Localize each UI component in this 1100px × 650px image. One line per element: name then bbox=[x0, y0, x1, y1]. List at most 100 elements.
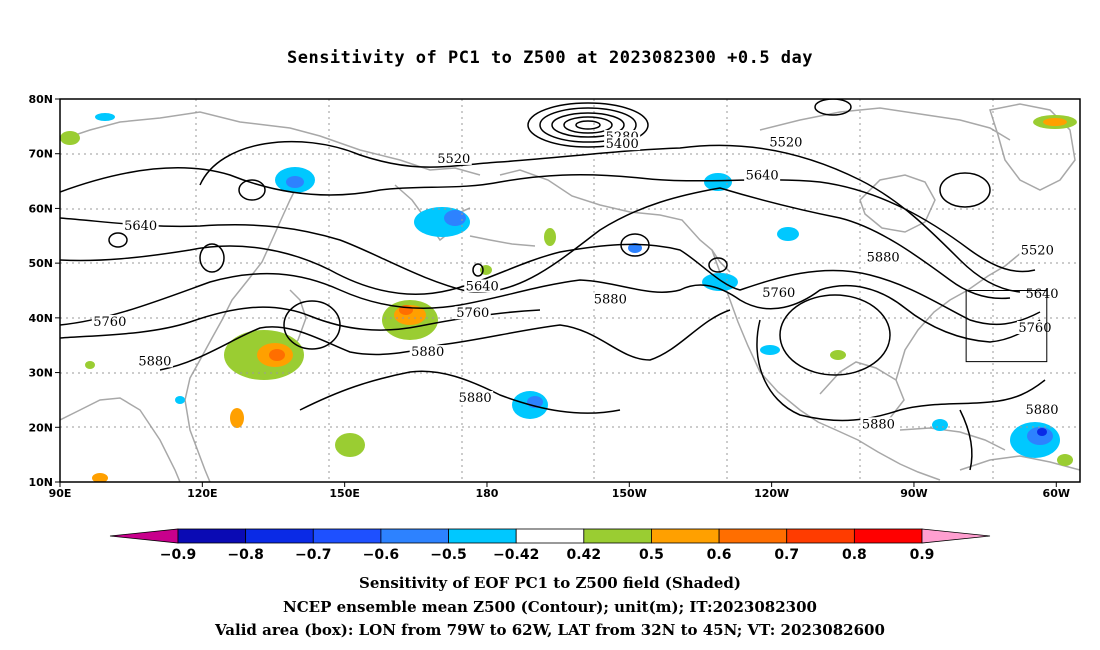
colorbar-segment bbox=[583, 528, 652, 544]
lon-tick-label: 120W bbox=[754, 487, 789, 500]
contour-line bbox=[620, 233, 650, 257]
contour-label-bg bbox=[136, 354, 173, 368]
shade-patch bbox=[175, 396, 185, 404]
coastline-north-america-west bbox=[711, 249, 941, 481]
contour-label: 5640 bbox=[1025, 287, 1058, 302]
colorbar-label: 0.8 bbox=[842, 547, 867, 563]
coastline-greenland bbox=[989, 103, 1076, 191]
shade-patch bbox=[85, 361, 95, 369]
contour-line bbox=[159, 309, 731, 371]
contour-line bbox=[959, 409, 973, 471]
colorbar-label: −0.9 bbox=[160, 547, 197, 563]
colorbar-label: 0.5 bbox=[639, 547, 664, 563]
shade-patch bbox=[92, 473, 108, 482]
contour-line bbox=[299, 370, 621, 414]
lon-tick-label: 120E bbox=[187, 487, 217, 500]
colorbar-segment bbox=[177, 528, 247, 544]
lat-tick-label: 10N bbox=[28, 476, 53, 489]
coastline-north-america-east bbox=[895, 251, 1023, 381]
contour-line bbox=[814, 99, 852, 116]
shade-patch bbox=[932, 419, 948, 431]
contour-line bbox=[60, 243, 1041, 326]
coastline-india-se-asia bbox=[60, 397, 181, 482]
contour-label: 5520 bbox=[1021, 243, 1054, 258]
coastline-aleutians bbox=[469, 235, 536, 247]
contour-line bbox=[199, 243, 225, 273]
shade-patch bbox=[704, 173, 732, 191]
lat-tick-label: 70N bbox=[28, 148, 53, 161]
contour-label: 5880 bbox=[1025, 403, 1058, 418]
contour-label: 5880 bbox=[867, 250, 900, 265]
contour-label: 5760 bbox=[1018, 321, 1051, 336]
shade-patch bbox=[760, 345, 780, 355]
contour-line bbox=[708, 257, 728, 273]
contour-line bbox=[472, 263, 484, 277]
contour-label: 5640 bbox=[746, 168, 779, 183]
contour-label-bg bbox=[865, 250, 902, 264]
contour-line bbox=[575, 120, 601, 130]
contour-label-bg bbox=[760, 285, 797, 299]
contour-line bbox=[539, 107, 637, 143]
coastline-hudson-bay bbox=[859, 174, 936, 233]
lon-tick-label: 90W bbox=[900, 487, 927, 500]
colorbar-triangle-low bbox=[109, 528, 179, 544]
contour-label: 5640 bbox=[124, 219, 157, 234]
colorbar-segment bbox=[651, 528, 720, 544]
contour-label-bg bbox=[1016, 320, 1053, 334]
lon-tick-label: 60W bbox=[1043, 487, 1070, 500]
contour-label-bg bbox=[91, 314, 128, 328]
contour-label: 5880 bbox=[411, 345, 444, 360]
shade-patch bbox=[628, 243, 642, 253]
colorbar-segment bbox=[312, 528, 382, 544]
shade-patch bbox=[1037, 428, 1047, 436]
coastline-caribbean bbox=[899, 427, 1006, 451]
contour-line bbox=[199, 140, 1021, 293]
colorbar-label: −0.6 bbox=[363, 547, 400, 563]
colorbar-label: 0.9 bbox=[910, 547, 935, 563]
colorbar-triangle-high bbox=[921, 528, 991, 544]
colorbar-label: −0.8 bbox=[227, 547, 264, 563]
latitude-axis: 80N 70N 60N 50N 40N 30N 20N 10N bbox=[28, 93, 60, 489]
colorbar-segment bbox=[245, 528, 314, 544]
colorbar-label: 0.42 bbox=[567, 547, 602, 563]
lat-tick-label: 80N bbox=[28, 93, 53, 106]
colorbar-label: −0.7 bbox=[295, 547, 332, 563]
shade-patch bbox=[1057, 454, 1073, 466]
contour-label-bg bbox=[409, 345, 446, 359]
contour-label: 5880 bbox=[459, 391, 492, 406]
shade-patch bbox=[544, 228, 556, 246]
contour-label: 5760 bbox=[93, 315, 126, 330]
contour-label: 5760 bbox=[456, 306, 489, 321]
colorbar-segment bbox=[853, 528, 923, 544]
contour-label-bg bbox=[1019, 243, 1056, 257]
colorbar-label: 0.7 bbox=[774, 547, 799, 563]
contour-label-bg bbox=[454, 306, 491, 320]
longitude-axis: 90E 120E 150E 180 150W 120W 90W 60W bbox=[49, 482, 1070, 500]
colorbar-segment bbox=[448, 528, 517, 544]
contour-label-bg bbox=[860, 417, 897, 431]
shade-patch bbox=[444, 210, 466, 226]
shade-patch bbox=[335, 433, 365, 457]
colorbar-label: −0.42 bbox=[493, 547, 539, 563]
lon-tick-label: 180 bbox=[475, 487, 498, 500]
contour-label: 5880 bbox=[138, 354, 171, 369]
shade-patch bbox=[1043, 118, 1067, 126]
coastline-east-asia bbox=[184, 179, 301, 482]
colorbar-segment bbox=[515, 528, 585, 544]
contour-line bbox=[563, 116, 613, 134]
colorbar-label: −0.5 bbox=[430, 547, 467, 563]
sensitivity-shading bbox=[60, 113, 1077, 482]
caption-line-2: NCEP ensemble mean Z500 (Contour); unit(… bbox=[283, 598, 817, 616]
contour-label: 5520 bbox=[437, 152, 470, 167]
shade-patch bbox=[286, 176, 304, 188]
map-title: Sensitivity of PC1 to Z500 at 2023082300… bbox=[286, 48, 813, 68]
contour-label-bg bbox=[592, 292, 629, 306]
contour-label-bg bbox=[464, 279, 501, 293]
contour-label-bg bbox=[767, 135, 804, 149]
shade-patch bbox=[777, 227, 799, 241]
valid-area-box bbox=[965, 290, 1048, 363]
lat-tick-label: 20N bbox=[28, 421, 53, 434]
lat-tick-label: 30N bbox=[28, 367, 53, 380]
shade-patch bbox=[269, 349, 285, 361]
